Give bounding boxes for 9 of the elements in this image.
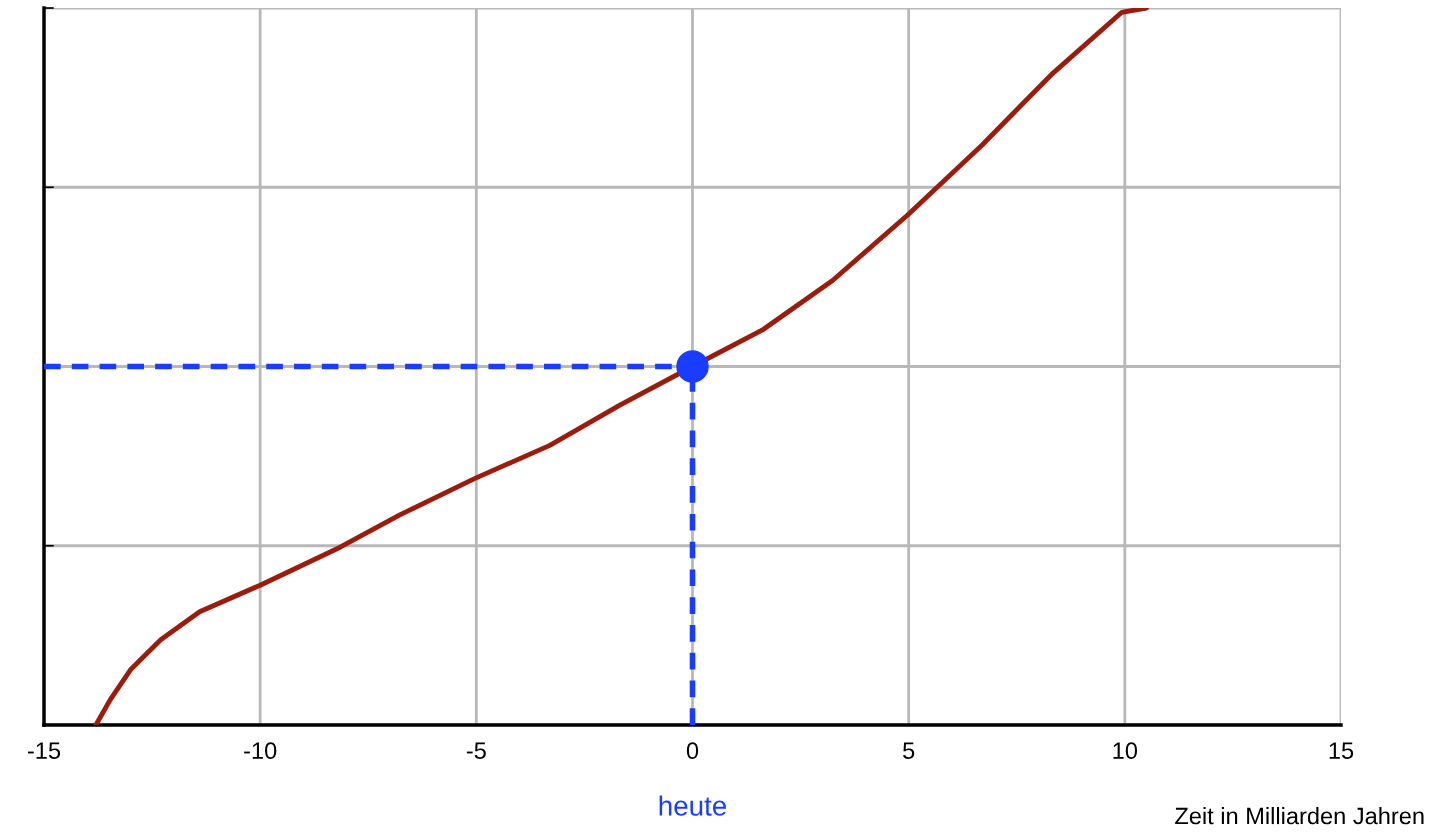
x-tick-label: 10 (1113, 742, 1138, 760)
x-tick-label: -5 (466, 742, 486, 760)
x-tick-label: -10 (244, 742, 277, 760)
x-tick-label: -15 (27, 742, 61, 760)
x-axis-title: Zeit in Milliarden Jahren (1175, 806, 1424, 825)
x-tick-label: 15 (1329, 742, 1354, 760)
ref-line-label: heute (659, 795, 727, 816)
x-tick-label: 5 (903, 742, 915, 760)
x-tick-label: 0 (686, 742, 699, 760)
